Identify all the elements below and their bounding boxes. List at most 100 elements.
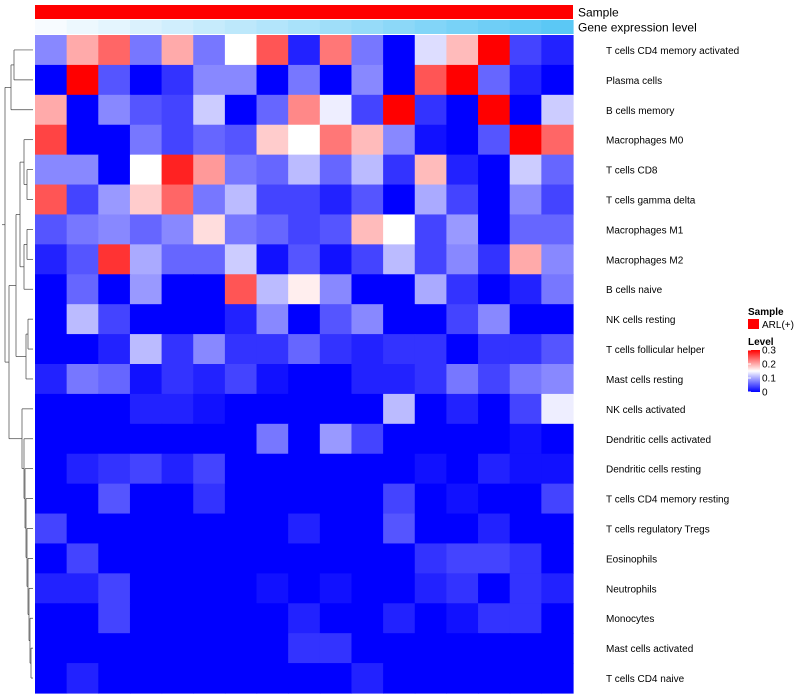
heatmap-cell [224, 453, 258, 485]
heatmap-cell [35, 573, 68, 604]
heatmap-cell [129, 423, 163, 455]
heatmap-cell [129, 94, 163, 126]
heatmap-cell [193, 364, 226, 395]
heatmap-cell [288, 364, 321, 395]
legend-sample-title: Sample [748, 307, 784, 318]
heatmap-cell [351, 603, 384, 634]
annotation-cell-gene-expression [319, 20, 353, 34]
legend-level-title: Level [748, 337, 774, 348]
heatmap-cell [414, 244, 448, 275]
heatmap-cell [319, 124, 353, 156]
heatmap-cell [193, 124, 226, 156]
heatmap-cell [129, 154, 163, 186]
heatmap-cell [446, 543, 479, 574]
heatmap-cell [509, 64, 542, 96]
heatmap-cell [383, 154, 416, 186]
heatmap-cell [224, 663, 258, 694]
heatmap-cell [98, 334, 131, 365]
heatmap-cell [383, 603, 416, 634]
heatmap-cell [509, 244, 542, 275]
heatmap-cell [66, 124, 99, 156]
heatmap-cell [129, 184, 163, 216]
heatmap-cell [414, 663, 448, 694]
heatmap-cell [478, 573, 511, 604]
heatmap-cell [446, 35, 479, 66]
heatmap-cell [414, 274, 448, 305]
heatmap-cell [351, 35, 384, 66]
annotation-cell-gene-expression [288, 20, 321, 34]
heatmap-cell [98, 94, 131, 126]
heatmap-cell [414, 543, 448, 574]
heatmap-cell [35, 543, 68, 574]
heatmap-cell [446, 423, 479, 455]
heatmap-cell [66, 64, 99, 96]
heatmap-cell [446, 453, 479, 485]
heatmap-cell [351, 663, 384, 694]
heatmap-cell [446, 154, 479, 186]
heatmap-cell [66, 184, 99, 216]
heatmap-cell [478, 244, 511, 275]
heatmap-cell [98, 364, 131, 395]
heatmap-cell [383, 364, 416, 395]
heatmap-cell [35, 154, 68, 186]
heatmap-cell [98, 393, 131, 425]
row-label: Dendritic cells resting [606, 465, 701, 476]
heatmap-cell [129, 364, 163, 395]
heatmap-cell [256, 154, 289, 186]
heatmap-cell [383, 334, 416, 365]
heatmap-cell [193, 214, 226, 245]
heatmap-cell [98, 35, 131, 66]
row-label: Macrophages M1 [606, 225, 684, 236]
heatmap-cell [98, 154, 131, 186]
column-annotation-bars [35, 5, 574, 34]
heatmap-cell [66, 543, 99, 574]
heatmap-cell [446, 633, 479, 664]
annotation-cell-gene-expression [509, 20, 542, 34]
heatmap-cell [193, 244, 226, 275]
heatmap-cell [288, 334, 321, 365]
heatmap-cell [66, 94, 99, 126]
legend-sample-entry: ARL(+) [762, 320, 794, 331]
heatmap-cell [161, 364, 194, 395]
heatmap-cell [161, 603, 194, 634]
heatmap-cell [319, 184, 353, 216]
heatmap-cell [288, 124, 321, 156]
heatmap-cell [224, 274, 258, 305]
heatmap-cell [161, 274, 194, 305]
heatmap-cell [161, 154, 194, 186]
heatmap-cell [288, 513, 321, 545]
heatmap-cell [66, 334, 99, 365]
heatmap-cell [351, 184, 384, 216]
row-label: Dendritic cells activated [606, 435, 711, 446]
heatmap-cell [541, 543, 574, 574]
heatmap-cell [383, 543, 416, 574]
heatmap-cell [288, 304, 321, 335]
annotation-cell-gene-expression [98, 20, 131, 34]
annotation-cell-gene-expression [193, 20, 226, 34]
heatmap-cell [224, 423, 258, 455]
heatmap-cell [98, 513, 131, 545]
heatmap-cell [35, 214, 68, 245]
heatmap-cell [478, 663, 511, 694]
heatmap-cell [35, 483, 68, 515]
heatmap-cell [35, 244, 68, 275]
row-label: NK cells activated [606, 405, 685, 416]
annotation-cell-gene-expression [351, 20, 384, 34]
heatmap-cell [35, 603, 68, 634]
heatmap-cell [35, 513, 68, 545]
heatmap-cell [129, 64, 163, 96]
heatmap-cell [319, 334, 353, 365]
heatmap-cell [224, 603, 258, 634]
heatmap-cell [541, 513, 574, 545]
annotation-cell-gene-expression [414, 20, 448, 34]
heatmap-cell [383, 244, 416, 275]
heatmap-cell [509, 154, 542, 186]
heatmap-cell [161, 423, 194, 455]
annotation-cell-gene-expression [383, 20, 416, 34]
legend: Sample ARL(+) Level 0.3 0.2 0.1 0 [748, 307, 794, 399]
heatmap-cell [383, 35, 416, 66]
heatmap-cell [288, 483, 321, 515]
heatmap-cell [351, 214, 384, 245]
heatmap-cell [446, 513, 479, 545]
